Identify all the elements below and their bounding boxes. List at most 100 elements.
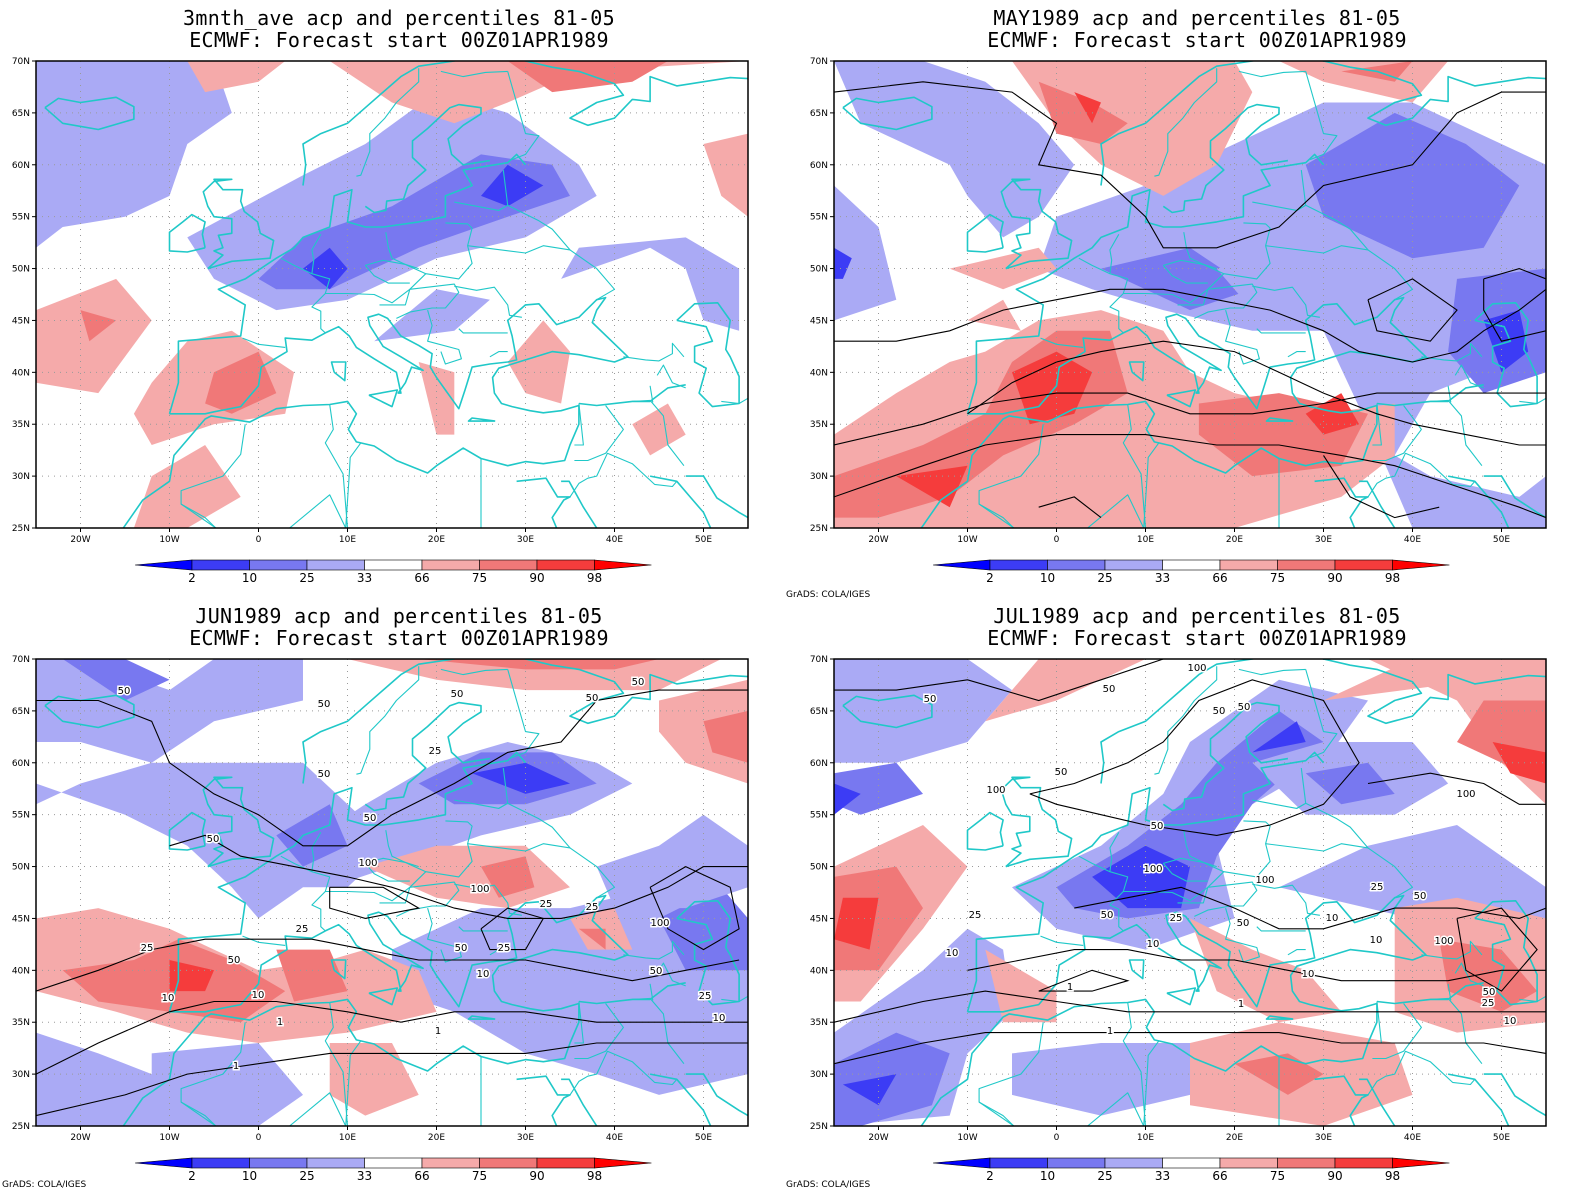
- contour-line: [649, 865, 740, 951]
- country-border: [1372, 1003, 1422, 1060]
- contour-line: [1038, 969, 1130, 992]
- contour-line: [480, 907, 545, 951]
- country-border: [632, 997, 685, 1065]
- lat-label: 55N: [810, 213, 828, 223]
- country-border: [385, 830, 427, 873]
- country-border: [356, 666, 420, 775]
- lon-label: 20W: [868, 1133, 888, 1143]
- country-border: [365, 259, 419, 270]
- country-border: [1454, 364, 1484, 389]
- lat-label: 35N: [810, 1018, 828, 1028]
- colorbar-label: 75: [1270, 571, 1285, 585]
- contour-label: 10: [1147, 939, 1160, 950]
- country-border: [1454, 962, 1484, 987]
- coastline: [168, 153, 527, 415]
- lon-label: 10E: [1137, 1133, 1154, 1143]
- country-border: [311, 234, 322, 274]
- coastline: [1265, 417, 1294, 422]
- contour-label: 50: [1055, 767, 1068, 778]
- lon-label: 40E: [606, 1133, 623, 1143]
- lat-label: 40N: [810, 966, 828, 976]
- anomaly-area: [1279, 61, 1449, 103]
- lon-label: 10W: [159, 535, 179, 545]
- colorbar-swatch: [249, 559, 308, 571]
- colorbar-swatch: [1047, 559, 1106, 571]
- panel-title-line2: ECMWF: Forecast start 00Z01APR1989: [987, 28, 1407, 52]
- colorbar-swatch: [191, 559, 250, 571]
- contour-line: [36, 938, 740, 992]
- country-border: [569, 1050, 678, 1096]
- lat-label: 30N: [12, 1070, 30, 1080]
- country-border: [427, 907, 462, 963]
- coastline: [168, 213, 206, 253]
- country-border: [1040, 337, 1084, 348]
- contour-line: [1483, 268, 1546, 342]
- anomaly-area: [133, 445, 241, 528]
- lat-label: 65N: [12, 707, 30, 717]
- colorbar-arrow-right: [594, 559, 652, 571]
- anomaly-area: [481, 856, 535, 898]
- lon-label: 10E: [339, 1133, 356, 1143]
- country-border: [574, 1003, 624, 1060]
- contour-label: 50: [924, 694, 937, 705]
- country-border: [289, 1092, 347, 1126]
- country-border: [1183, 232, 1225, 275]
- contour-label: 100: [650, 918, 669, 929]
- anomaly-area: [62, 659, 170, 701]
- colorbar-label: 25: [1097, 571, 1112, 585]
- lat-label: 25N: [12, 524, 30, 534]
- contour-label: 25: [1482, 998, 1495, 1009]
- colorbar-label: 25: [1097, 1169, 1112, 1183]
- anomaly-area: [834, 762, 923, 815]
- lat-label: 25N: [810, 524, 828, 534]
- contour-line: [967, 340, 1546, 446]
- lon-label: 20E: [428, 535, 445, 545]
- anomaly-area: [834, 247, 852, 279]
- panel-title-line1: MAY1989 acp and percentiles 81-05: [993, 6, 1401, 30]
- anomaly-area: [329, 61, 748, 124]
- colorbar-label: 98: [587, 1169, 602, 1183]
- coastline: [302, 61, 748, 186]
- colorbar-swatch: [989, 559, 1048, 571]
- contour-line: [1367, 278, 1458, 342]
- lat-label: 60N: [12, 161, 30, 171]
- country-border: [1040, 935, 1084, 946]
- coastline: [1162, 103, 1289, 214]
- lon-label: 10W: [159, 1133, 179, 1143]
- anomaly-area: [834, 659, 1012, 763]
- lon-label: 30E: [1315, 1133, 1332, 1143]
- coastline: [1128, 361, 1145, 382]
- lat-label: 50N: [810, 265, 828, 275]
- coastline: [122, 894, 629, 1126]
- colorbar-swatch: [536, 1157, 595, 1169]
- contour-line: [36, 689, 748, 847]
- coastline: [1359, 1078, 1396, 1126]
- grads-credit: GrADS: COLA/IGES: [786, 590, 871, 600]
- country-border: [454, 767, 509, 809]
- country-border: [180, 1022, 246, 1126]
- lat-label: 25N: [810, 1122, 828, 1132]
- country-border: [1256, 926, 1306, 932]
- colorbar-label: 2: [188, 571, 196, 585]
- country-border: [1447, 983, 1452, 1001]
- contour-label: 50: [586, 693, 599, 704]
- colorbar-label: 66: [414, 1169, 429, 1183]
- shaded-field: [36, 61, 748, 528]
- contour-line: [1367, 772, 1546, 805]
- colorbar-label: 75: [1270, 1169, 1285, 1183]
- country-border: [623, 342, 685, 362]
- contour-label: 50: [318, 699, 331, 710]
- contour-line: [834, 990, 1546, 1023]
- colorbar-label: 2: [188, 1169, 196, 1183]
- colorbar-label: 66: [414, 571, 429, 585]
- coastline: [364, 701, 491, 812]
- anomaly-area: [834, 61, 1075, 238]
- country-border: [1225, 309, 1260, 365]
- country-border: [1109, 832, 1120, 872]
- coastline: [966, 153, 1325, 415]
- anomaly-area: [967, 299, 1021, 331]
- contour-label: 50: [1103, 684, 1116, 695]
- lon-label: 30E: [517, 535, 534, 545]
- panel-title-line2: ECMWF: Forecast start 00Z01APR1989: [189, 28, 609, 52]
- anomaly-area: [1216, 258, 1306, 311]
